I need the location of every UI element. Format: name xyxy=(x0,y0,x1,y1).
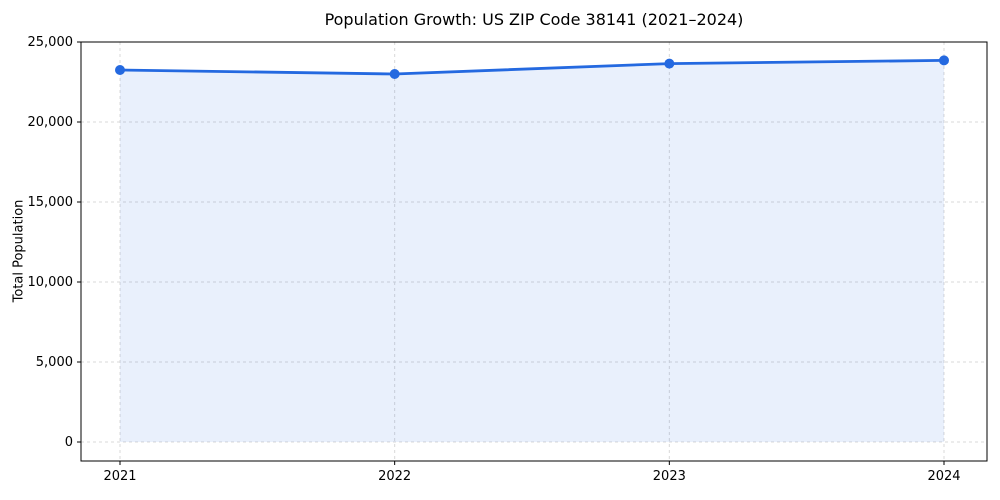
x-tick-label: 2023 xyxy=(653,469,686,484)
y-tick-label: 20,000 xyxy=(28,115,74,130)
y-tick-label: 0 xyxy=(65,435,73,450)
y-tick-label: 25,000 xyxy=(28,35,74,50)
data-point-marker xyxy=(389,69,400,79)
x-tick-label: 2022 xyxy=(378,469,411,484)
area-fill xyxy=(120,60,944,443)
data-point-marker xyxy=(664,58,675,69)
y-tick-label: 5,000 xyxy=(36,355,73,370)
chart-title: Population Growth: US ZIP Code 38141 (20… xyxy=(324,10,744,29)
y-tick-label: 10,000 xyxy=(28,275,74,290)
data-point-marker xyxy=(939,55,949,66)
trend-line xyxy=(118,59,946,76)
x-tick-label: 2024 xyxy=(927,469,960,484)
plot-border xyxy=(80,41,988,462)
x-tick-label: 2021 xyxy=(103,469,136,484)
data-point-marker xyxy=(115,65,125,75)
y-tick-label: 15,000 xyxy=(28,195,74,210)
